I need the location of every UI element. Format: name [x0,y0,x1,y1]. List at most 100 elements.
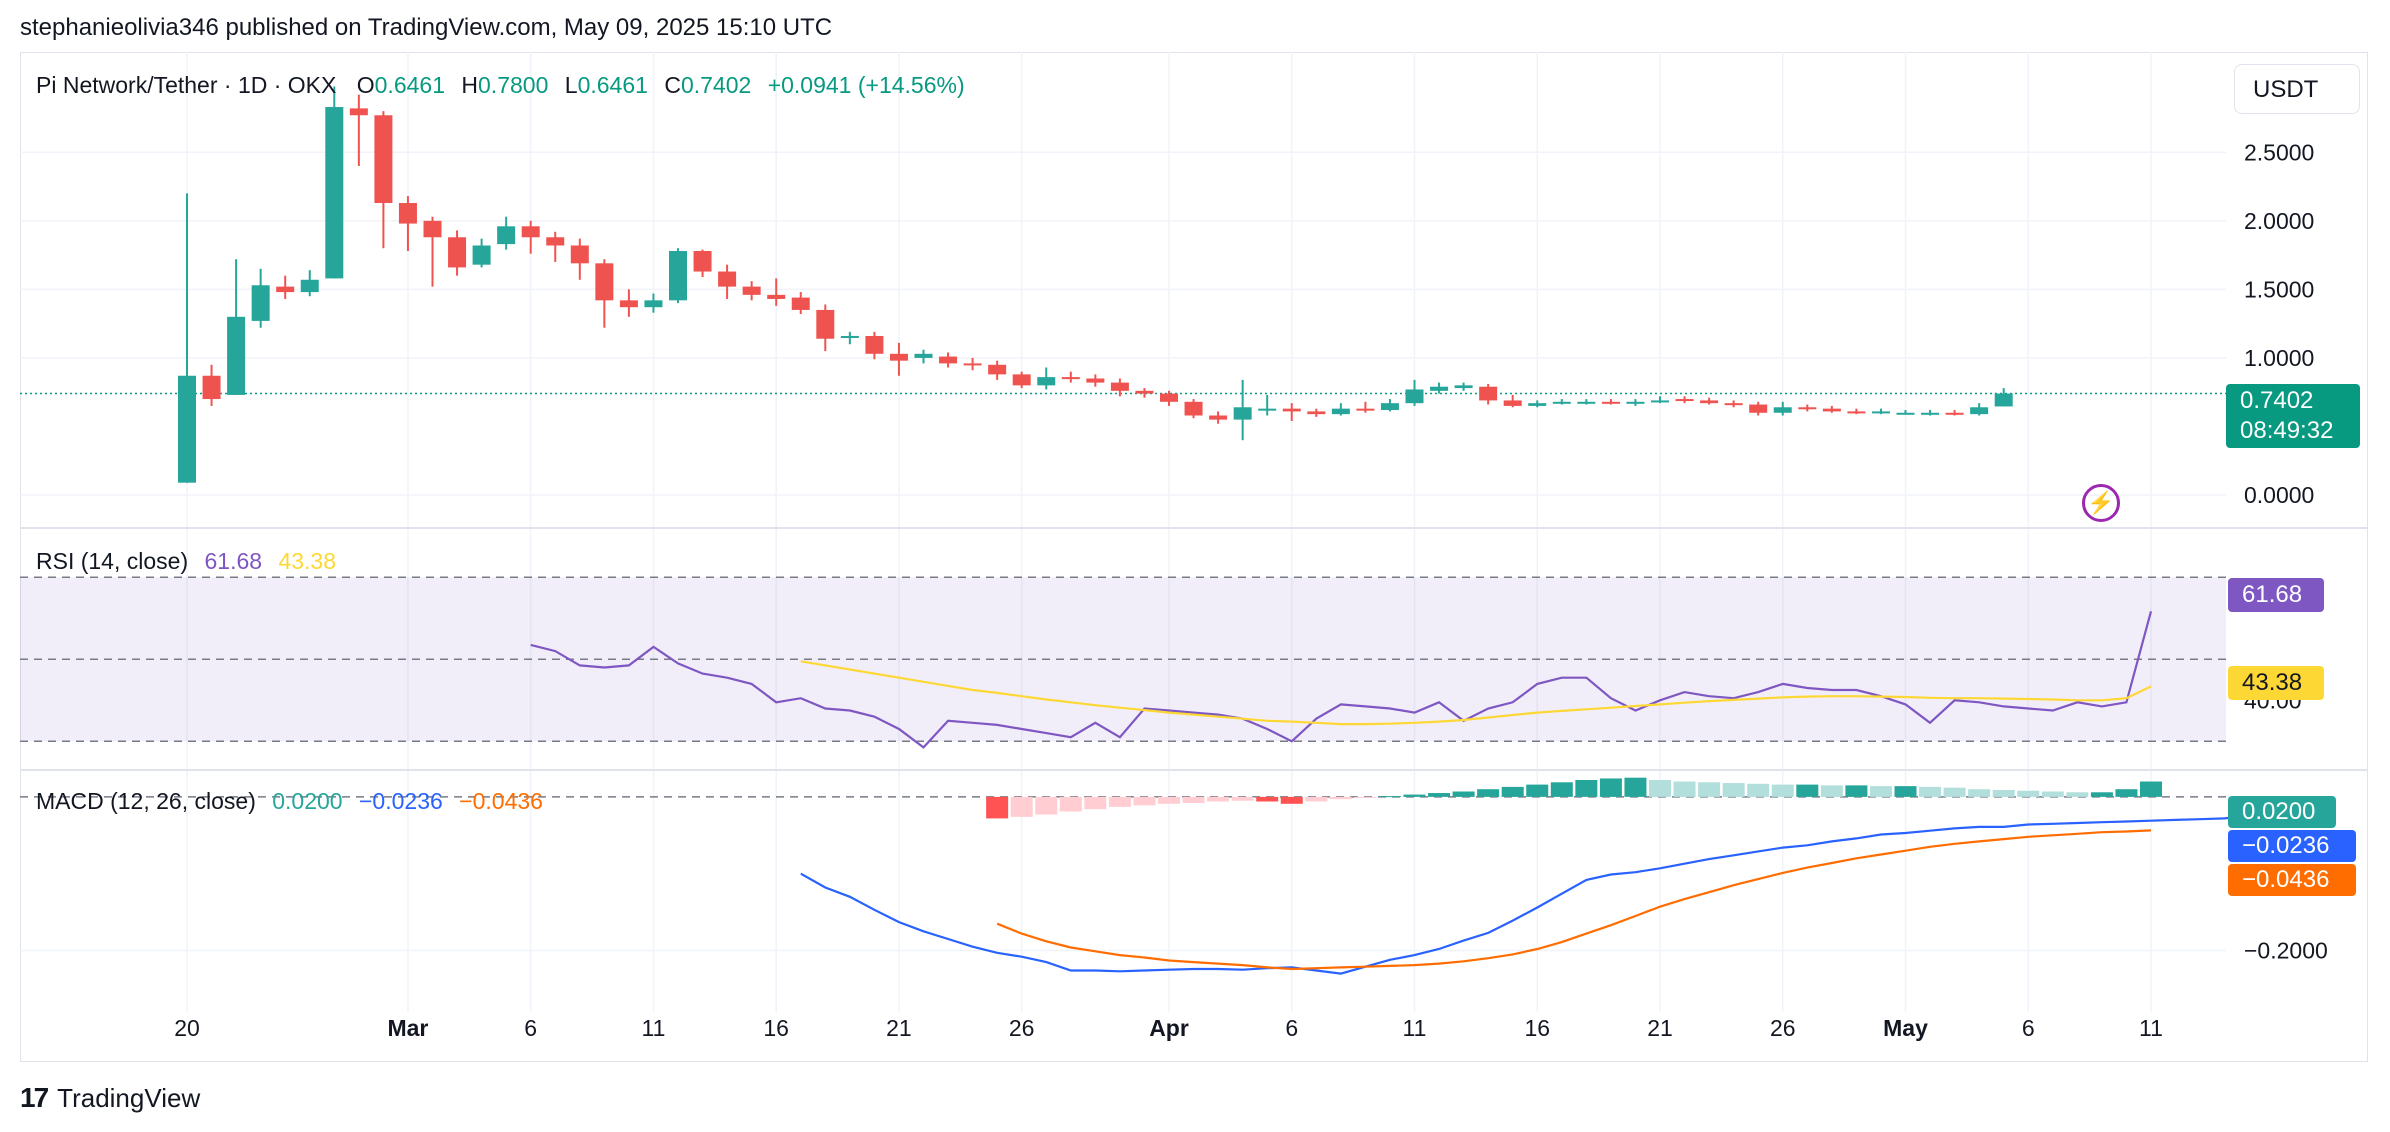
macd-histogram-bar [1698,782,1721,797]
macd-histogram-bar [1894,786,1917,797]
macd-histogram-bar [1624,777,1647,797]
macd-histogram-bar [1305,796,1328,802]
candle-body [1651,400,1669,403]
low-value: 0.6461 [577,72,648,98]
candle-body [1675,399,1694,402]
candle-body [1921,412,1940,415]
candle-body [1012,374,1031,386]
macd-signal-tag: −0.0436 [2228,864,2356,896]
time-axis-label: Mar [387,1015,428,1041]
candle-body [988,364,1007,375]
candle-body [742,286,761,295]
macd-histogram-bar [1231,796,1254,801]
macd-histogram-bar [1575,779,1598,797]
open-label: O [356,72,375,98]
macd-histogram-bar [986,796,1009,819]
macd-histogram-bar [1256,796,1279,802]
macd-histogram-bar [1550,782,1573,797]
macd-histogram-bar [2017,790,2040,797]
macd-histogram-bar [1869,786,1892,797]
lightning-icon[interactable]: ⚡ [2082,484,2120,522]
chart-frame [20,52,2368,1062]
candle-body [1798,407,1817,410]
candle-body [1037,377,1056,386]
time-axis-label: 26 [1009,1015,1035,1041]
candle-body [1282,408,1301,412]
candle-body [423,220,442,238]
macd-histogram-bar [1747,783,1770,797]
time-axis-label: 11 [2139,1015,2163,1041]
candle-body [1896,412,1915,415]
candle-body [1528,403,1547,406]
macd-signal-value: −0.0436 [459,788,543,814]
macd-histogram-bar [1010,796,1033,817]
price-axis-label: 0.0000 [2244,482,2314,508]
macd-histogram-bar [1477,789,1500,797]
macd-histogram-bar [2140,781,2162,797]
candle-body [1552,401,1571,404]
bar-countdown: 08:49:32 [2240,417,2334,444]
candle-body [816,309,835,339]
candle-body [1601,401,1620,404]
macd-axis-label: −0.2000 [2244,938,2328,964]
symbol-title: Pi Network/Tether · 1D · OKX [36,72,337,98]
rsi-band-fill [20,577,2226,742]
rsi-value-tag: 61.68 [2228,578,2324,612]
macd-histogram-bar [1403,794,1426,797]
time-axis-label: 6 [2022,1015,2035,1041]
candle-body [374,115,393,203]
candle-body [644,300,663,308]
macd-histogram-bar [1845,785,1868,797]
candle-body [1577,401,1596,404]
last-price-tag: 0.7402 08:49:32 [2226,384,2360,448]
macd-histogram-bar [1599,778,1622,797]
macd-histogram-bar [1673,781,1696,797]
high-value: 0.7800 [478,72,549,98]
macd-histogram-bar [1820,785,1843,797]
tradingview-logo[interactable]: 17 TradingView [20,1082,200,1114]
rsi-ma-line [800,660,2152,726]
macd-histogram-bar [1919,786,1942,797]
candle-body [963,363,982,366]
candle-body [693,250,712,272]
candle-body [546,237,565,246]
macd-histogram-bar [1452,791,1475,797]
candle-body [1307,411,1326,415]
tradingview-mark-icon: 17 [20,1082,49,1113]
candle-body [1233,407,1252,420]
candle-body [840,335,859,338]
currency-button[interactable]: USDT [2234,64,2360,114]
rsi-ma-value: 43.38 [278,548,337,574]
candle-body [1503,400,1522,406]
macd-histogram-bar [2066,792,2089,797]
time-axis-label: 6 [1285,1015,1298,1041]
price-axis-label: 1.5000 [2244,276,2314,302]
candle-body [619,300,638,308]
macd-signal-line [996,829,2152,971]
candle-body [1626,401,1645,404]
candle-body [1479,386,1498,401]
candle-body [1724,403,1743,406]
rsi-value: 61.68 [204,548,263,574]
macd-histogram-bar [1133,796,1156,806]
candle-body [1209,415,1228,420]
macd-histogram-bar [1796,784,1819,797]
macd-histogram-bar [1722,783,1745,797]
candle-body [325,107,344,279]
macd-histogram-bar [1943,787,1966,797]
high-label: H [461,72,479,98]
macd-legend: MACD (12, 26, close) 0.0200 −0.0236 −0.0… [36,788,543,815]
candle-body [889,353,908,361]
candle-body [595,263,614,301]
candle-body [1847,411,1866,414]
candle-body [202,375,221,400]
time-axis-label: 11 [1403,1015,1427,1041]
candle-body [1749,404,1768,413]
candle-body [276,286,295,293]
time-axis-label: 16 [763,1015,789,1041]
change-value: +0.0941 (+14.56%) [767,72,965,98]
candle-body [448,237,467,268]
candle-body [178,375,196,483]
price-axis-label: 2.0000 [2244,208,2314,234]
